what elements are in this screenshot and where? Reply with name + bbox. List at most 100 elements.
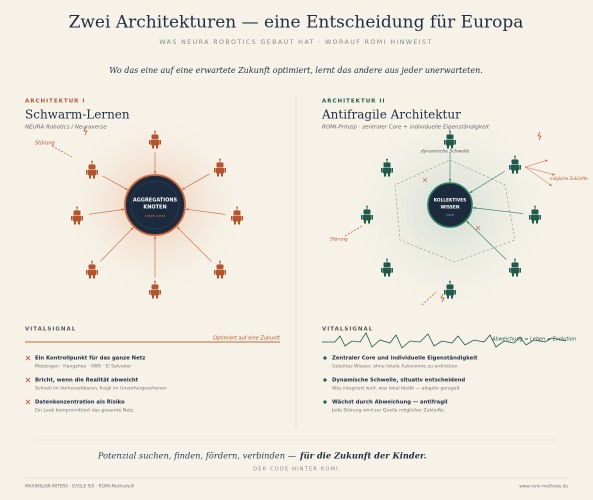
- robot: [86, 160, 98, 179]
- node-ring: [130, 180, 180, 230]
- head: [363, 209, 371, 214]
- body: [151, 289, 159, 296]
- arm: [509, 165, 511, 170]
- leg: [221, 173, 223, 177]
- futures: mögliche Zukünfte: [550, 176, 588, 181]
- antenna-tip: [534, 205, 536, 208]
- robot: [149, 280, 161, 299]
- robot: [509, 155, 521, 174]
- item-text: Geteiltes Wissen, ohne lokale Autonomie …: [332, 364, 458, 370]
- arm: [231, 216, 233, 221]
- robot: [86, 260, 98, 279]
- bullet: [323, 356, 327, 360]
- antenna-tip: [449, 280, 451, 283]
- leg: [93, 175, 95, 179]
- leg: [78, 221, 80, 225]
- leg: [364, 220, 366, 224]
- arrowhead: [552, 173, 555, 176]
- item-text: Metzingen · Hangzhou · AWS · El Salvador: [35, 364, 131, 370]
- head: [383, 162, 391, 167]
- arm: [149, 290, 151, 295]
- antenna-tip: [219, 158, 221, 161]
- leg: [217, 275, 219, 279]
- arm: [149, 140, 151, 145]
- quote: Potenzial suchen, finden, fördern, verbi…: [97, 451, 296, 461]
- head: [531, 209, 539, 214]
- arm: [159, 140, 161, 145]
- head: [446, 134, 454, 139]
- panel-title: Antifragile Architektur: [321, 108, 461, 122]
- body: [216, 269, 224, 276]
- vital-note: Optimiert auf eine Zukunft: [213, 336, 281, 342]
- arrowhead: [181, 187, 185, 190]
- body: [511, 267, 519, 274]
- connector: [472, 207, 524, 214]
- arm: [391, 168, 393, 173]
- connector: [181, 173, 210, 190]
- connector: [88, 209, 125, 215]
- arm: [519, 268, 521, 273]
- head: [151, 134, 159, 139]
- connector: [524, 166, 553, 187]
- antenna-tip: [386, 158, 388, 161]
- leg: [152, 145, 154, 149]
- head: [73, 210, 81, 215]
- leg: [451, 295, 453, 299]
- robot: [444, 130, 456, 149]
- body: [383, 267, 391, 274]
- leg: [152, 295, 154, 299]
- body: [233, 215, 241, 222]
- arrowhead: [121, 208, 125, 211]
- arrowhead: [153, 171, 157, 174]
- item-title: Datenkonzentration als Risiko: [35, 400, 125, 406]
- vital-note: Abweichung = Leben = Evolution: [491, 337, 576, 343]
- arm: [381, 268, 383, 273]
- body: [531, 214, 539, 221]
- head: [446, 284, 454, 289]
- arm: [71, 216, 73, 221]
- head: [511, 159, 519, 164]
- head: [151, 284, 159, 289]
- arrowhead: [130, 227, 134, 231]
- item-title: Dynamische Schwelle, situativ entscheide…: [332, 378, 465, 384]
- connector: [102, 175, 129, 191]
- node-note: Core: [446, 213, 454, 217]
- connector: [466, 220, 507, 260]
- item-text: Ein Leak kompromittiert das gesamte Netz: [35, 408, 134, 414]
- arm: [224, 168, 226, 173]
- leg: [384, 273, 386, 277]
- arm: [361, 215, 363, 220]
- leg: [451, 145, 453, 149]
- arrowhead: [448, 179, 452, 182]
- connector: [185, 208, 226, 215]
- node-label: KOLLEKTIVES: [434, 198, 466, 204]
- head: [511, 262, 519, 267]
- leg: [512, 170, 514, 174]
- central-node: [124, 174, 186, 236]
- disturbance: Störung: [330, 237, 348, 243]
- body: [446, 139, 454, 146]
- vital-label: VITALSIGNAL: [322, 327, 373, 333]
- node-label: KNOTEN: [143, 205, 166, 211]
- head: [88, 264, 96, 269]
- arrowhead: [185, 208, 189, 211]
- item-title: Zentraler Core und individuelle Eigenstä…: [332, 356, 478, 362]
- antenna-tip: [514, 155, 516, 158]
- robot: [509, 258, 521, 277]
- central-node: [427, 182, 473, 228]
- arm: [96, 270, 98, 275]
- arm: [519, 165, 521, 170]
- antenna-tip: [386, 258, 388, 261]
- arm: [86, 270, 88, 275]
- panel-subtitle: NEURA Robotics / Neuraverse: [25, 125, 107, 131]
- item-text: Schnell im Vorhersehbaren, fragil im Unv…: [35, 386, 167, 392]
- leg: [536, 220, 538, 224]
- leg: [156, 295, 158, 299]
- arrowhead: [545, 159, 548, 162]
- vital-label: VITALSIGNAL: [25, 327, 76, 333]
- head: [383, 262, 391, 267]
- leg: [447, 145, 449, 149]
- leg: [217, 173, 219, 177]
- arrowhead: [176, 226, 180, 230]
